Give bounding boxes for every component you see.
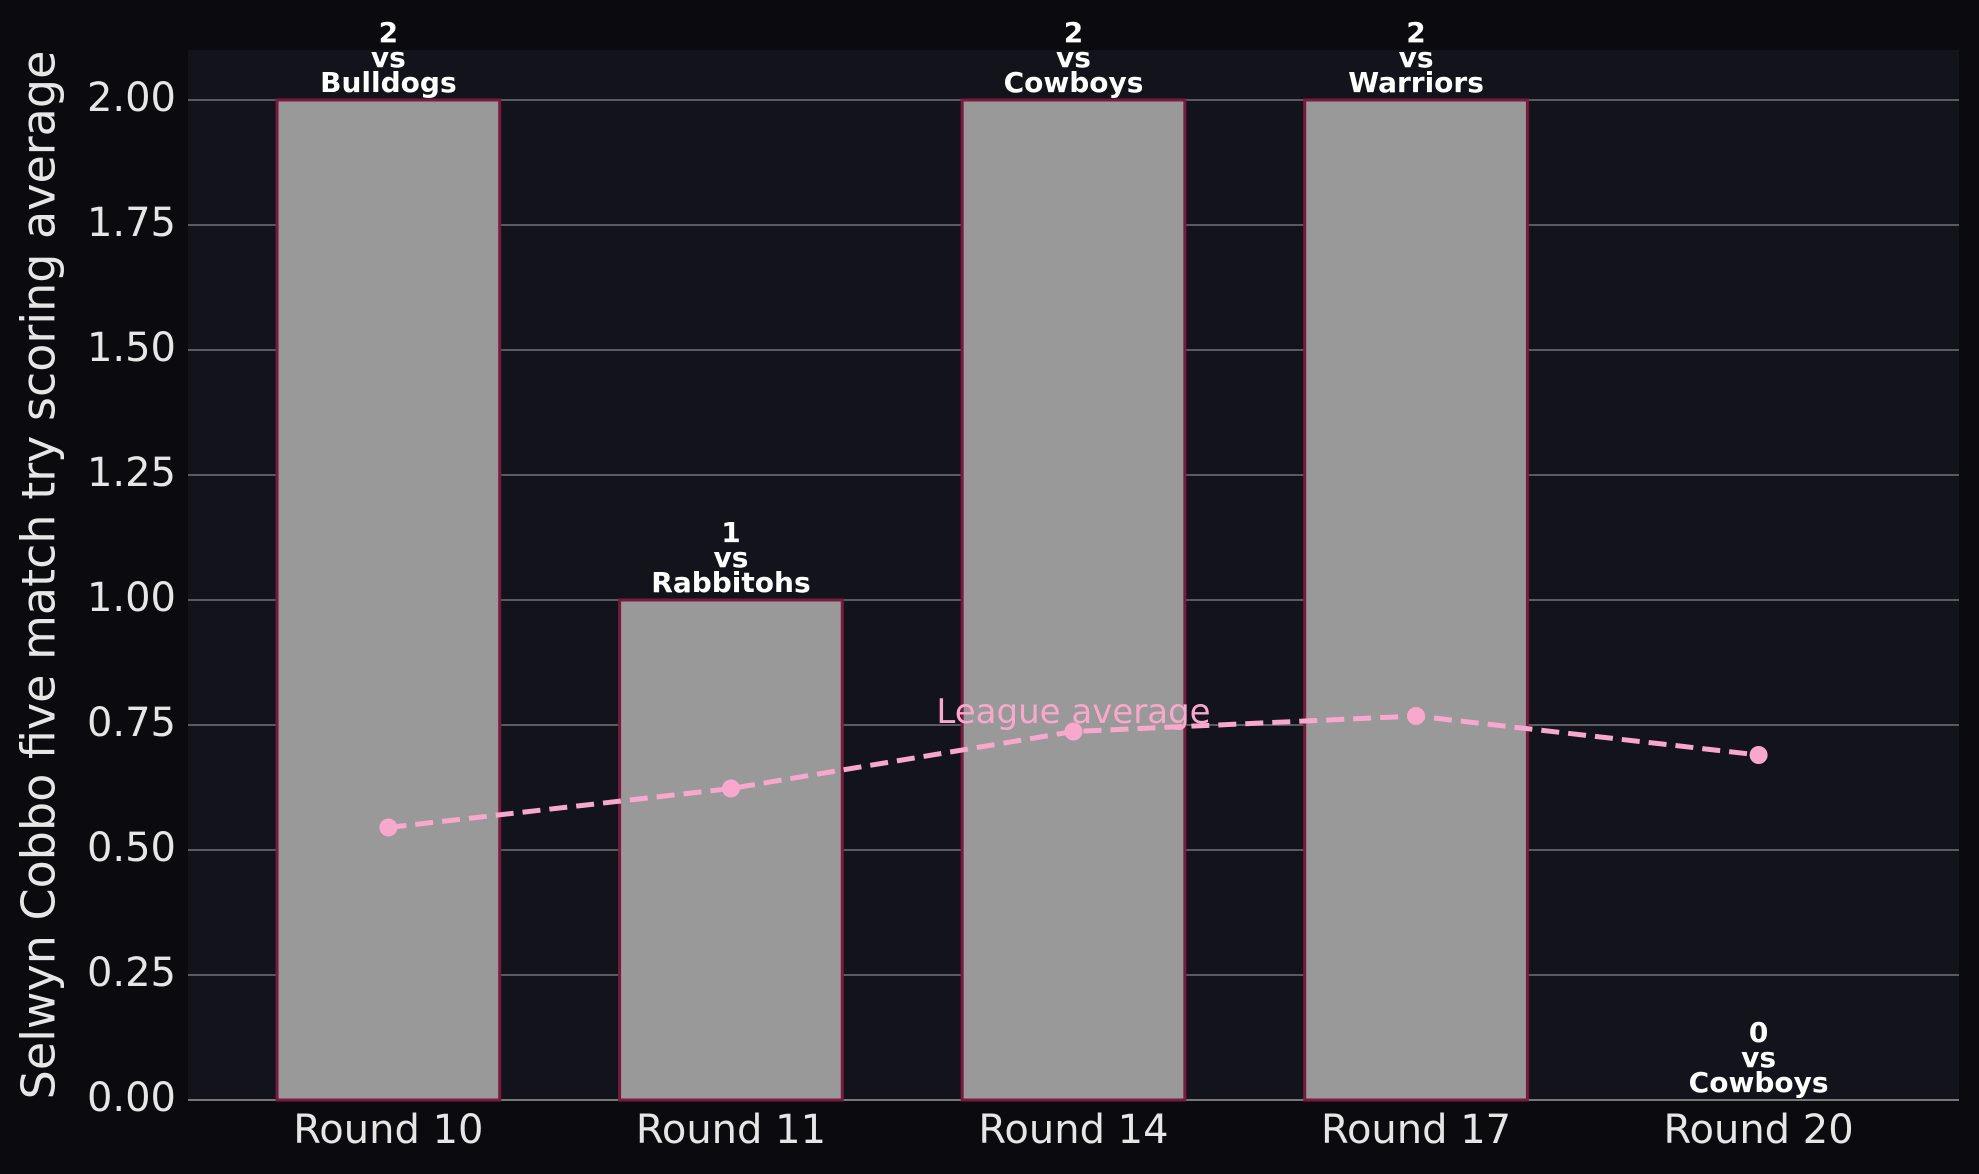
bar [1303, 98, 1529, 1102]
data-label: 2 [379, 16, 398, 49]
data-label: vs [1741, 1041, 1776, 1074]
data-label: 2 [1064, 16, 1083, 49]
league-average-point [721, 779, 740, 798]
data-label: Warriors [1348, 66, 1484, 99]
data-label: Cowboys [1004, 66, 1144, 99]
y-tick-label: 0.25 [87, 950, 176, 996]
data-label: Bulldogs [320, 66, 456, 99]
line-label: League average [936, 692, 1210, 732]
y-tick-label: 0.50 [87, 825, 176, 871]
x-tick-label: Round 17 [1321, 1107, 1511, 1153]
data-label: vs [1399, 41, 1434, 74]
y-tick-label: 1.75 [87, 200, 176, 246]
x-tick-label: Round 11 [636, 1107, 826, 1153]
data-label: vs [1056, 41, 1091, 74]
data-label: 2 [1406, 16, 1425, 49]
league-average-point [1749, 746, 1768, 764]
data-label: Rabbitohs [651, 566, 810, 599]
y-axis-label: Selwyn Cobbo five match try scoring aver… [12, 51, 66, 1100]
y-tick-label: 1.25 [87, 450, 176, 496]
data-label: vs [371, 41, 406, 74]
y-tick-label: 1.50 [87, 325, 176, 371]
data-label: Cowboys [1689, 1066, 1829, 1099]
league-average-point [379, 818, 398, 837]
data-label: vs [713, 541, 748, 574]
data-label: 0 [1749, 1016, 1768, 1049]
bar [960, 98, 1187, 1102]
x-tick-label: Round 14 [978, 1107, 1168, 1153]
y-tick-label: 2.00 [87, 75, 176, 121]
bar [275, 98, 502, 1102]
x-tick-label: Round 20 [1664, 1107, 1854, 1153]
y-tick-label: 0.00 [87, 1075, 176, 1121]
league-average-point [1064, 722, 1083, 741]
x-tick-label: Round 10 [293, 1107, 483, 1153]
y-tick-label: 0.75 [87, 700, 176, 746]
bar [618, 598, 844, 1102]
y-tick-label: 1.00 [87, 575, 176, 621]
league-average-point [1407, 707, 1426, 725]
data-label: 1 [721, 516, 740, 549]
